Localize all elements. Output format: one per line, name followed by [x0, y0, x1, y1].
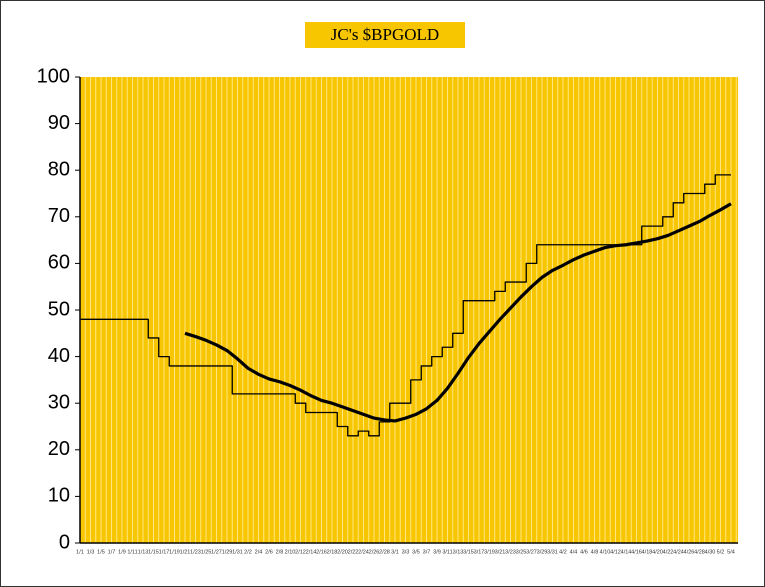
x-tick-label: 2/18 [327, 549, 338, 555]
x-tick-label: 3/3 [402, 549, 410, 555]
y-tick-label: 70 [48, 205, 70, 227]
x-tick-label: 3/27 [526, 549, 537, 555]
x-tick-label: 4/8 [591, 549, 599, 555]
x-tick-label: 1/1 [76, 549, 84, 555]
x-tick-label: 4/30 [705, 549, 716, 555]
x-tick-label: 2/24 [358, 549, 369, 555]
x-tick-label: 2/26 [369, 549, 380, 555]
series-line [184, 202, 732, 423]
x-tick-label: 1/21 [180, 549, 191, 555]
x-tick-label: 1/17 [159, 549, 170, 555]
x-tick-label: 4/20 [652, 549, 663, 555]
x-tick-label: 1/5 [97, 549, 105, 555]
x-tick-label: 4/28 [694, 549, 705, 555]
x-tick-label: 2/12 [295, 549, 306, 555]
x-tick-label: 2/10 [285, 549, 296, 555]
y-tick-label: 100 [37, 65, 70, 87]
x-tick-label: 3/5 [412, 549, 420, 555]
x-tick-label: 1/27 [211, 549, 222, 555]
x-tick-label: 1/19 [169, 549, 180, 555]
x-tick-label: 1/15 [148, 549, 159, 555]
x-tick-label: 3/23 [505, 549, 516, 555]
x-tick-label: 3/19 [484, 549, 495, 555]
x-tick-label: 2/14 [306, 549, 317, 555]
x-tick-label: 5/2 [717, 549, 725, 555]
x-tick-label: 4/2 [559, 549, 567, 555]
x-tick-label: 2/16 [316, 549, 327, 555]
x-tick-label: 3/25 [516, 549, 527, 555]
x-tick-label: 3/7 [423, 549, 431, 555]
x-tick-label: 3/15 [463, 549, 474, 555]
x-tick-label: 1/31 [232, 549, 243, 555]
x-tick-label: 2/20 [337, 549, 348, 555]
x-tick-label: 2/28 [379, 549, 390, 555]
plot-area [80, 77, 738, 543]
x-tick-label: 3/1 [391, 549, 399, 555]
x-tick-label: 4/6 [580, 549, 588, 555]
x-tick-label: 1/13 [138, 549, 149, 555]
x-tick-label: 4/4 [570, 549, 578, 555]
x-tick-label: 4/22 [663, 549, 674, 555]
x-tick-label: 4/14 [621, 549, 632, 555]
chart-title: JC's $BPGOLD [331, 25, 439, 44]
x-tick-label: 3/17 [474, 549, 485, 555]
x-tick-label: 2/2 [244, 549, 252, 555]
y-tick-label: 40 [48, 345, 70, 367]
x-tick-label: 4/12 [610, 549, 621, 555]
x-tick-label: 3/31 [547, 549, 558, 555]
x-tick-label: 1/9 [118, 549, 126, 555]
y-tick-label: 10 [48, 485, 70, 507]
y-tick-label: 20 [48, 438, 70, 460]
y-tick-label: 60 [48, 252, 70, 274]
x-tick-label: 4/16 [631, 549, 642, 555]
x-tick-label: 4/10 [600, 549, 611, 555]
x-tick-label: 4/26 [684, 549, 695, 555]
x-tick-label: 2/22 [348, 549, 359, 555]
x-tick-label: 3/11 [442, 549, 452, 555]
x-tick-label: 2/6 [265, 549, 273, 555]
x-tick-label: 3/9 [433, 549, 441, 555]
y-tick-label: 90 [48, 112, 70, 134]
x-tick-label: 1/23 [190, 549, 201, 555]
y-tick-label: 30 [48, 391, 70, 413]
x-tick-label: 3/13 [453, 549, 464, 555]
x-tick-label: 1/7 [108, 549, 116, 555]
x-tick-label: 3/21 [495, 549, 506, 555]
y-tick-label: 80 [48, 158, 70, 180]
x-tick-label: 1/29 [222, 549, 233, 555]
y-tick-label: 0 [59, 531, 70, 553]
x-tick-label: 3/29 [537, 549, 548, 555]
y-tick-label: 50 [48, 298, 70, 320]
x-tick-label: 1/25 [201, 549, 212, 555]
title-box [305, 22, 465, 48]
x-tick-label: 4/18 [642, 549, 653, 555]
x-tick-label: 1/11 [127, 549, 137, 555]
x-tick-label: 5/4 [727, 549, 735, 555]
x-tick-label: 4/24 [673, 549, 684, 555]
x-tick-label: 1/3 [87, 549, 95, 555]
x-tick-label: 2/8 [276, 549, 284, 555]
x-tick-label: 2/4 [255, 549, 263, 555]
